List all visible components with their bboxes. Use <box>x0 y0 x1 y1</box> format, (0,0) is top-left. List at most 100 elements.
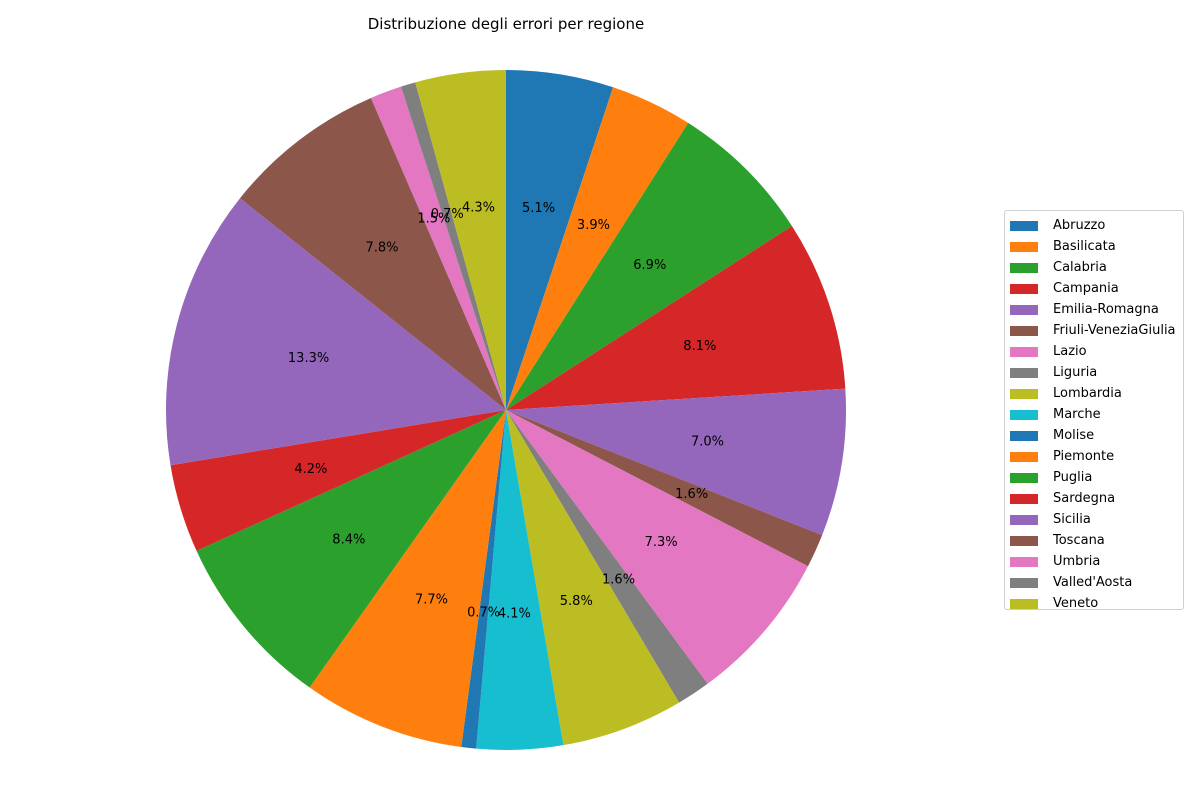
legend-swatch <box>1010 367 1038 378</box>
legend-item: Lombardia <box>1010 383 1183 404</box>
legend-swatch <box>1010 577 1038 588</box>
pie-percent-label: 1.5% <box>417 212 450 227</box>
legend-label: Lombardia <box>1053 386 1122 401</box>
pie-slice-campania <box>506 226 846 410</box>
legend-item: Sicilia <box>1010 509 1183 530</box>
legend-label: Basilicata <box>1053 239 1116 254</box>
legend-swatch <box>1010 430 1038 441</box>
legend-item: Friuli-VeneziaGiulia <box>1010 320 1183 341</box>
legend-swatch <box>1010 556 1038 567</box>
pie-percent-label: 5.1% <box>522 201 555 216</box>
chart-title: Distribuzione degli errori per regione <box>368 15 644 33</box>
pie-slice-calabria <box>506 122 792 411</box>
pie-percent-label: 6.9% <box>633 258 666 273</box>
legend-item: Basilicata <box>1010 236 1183 257</box>
pie-percent-label: 5.8% <box>560 594 593 609</box>
legend-item: Campania <box>1010 278 1183 299</box>
legend-label: Friuli-VeneziaGiulia <box>1053 323 1176 338</box>
legend-swatch <box>1010 262 1038 273</box>
pie-percent-label: 7.8% <box>365 241 398 256</box>
legend-label: Umbria <box>1053 554 1101 569</box>
pie-slice-liguria <box>506 410 708 703</box>
legend-swatch <box>1010 346 1038 357</box>
legend-swatch <box>1010 304 1038 315</box>
pie-percent-label: 7.7% <box>415 592 448 607</box>
legend-label: Lazio <box>1053 344 1087 359</box>
legend-item: Emilia-Romagna <box>1010 299 1183 320</box>
pie-percent-label: 4.1% <box>498 606 531 621</box>
legend-label: Sicilia <box>1053 512 1091 527</box>
pie-slice-veneto <box>415 70 506 410</box>
pie-slice-abruzzo <box>506 70 614 410</box>
legend-label: Sardegna <box>1053 491 1116 506</box>
legend-item: Umbria <box>1010 551 1183 572</box>
pie-percent-label: 3.9% <box>577 218 610 233</box>
legend-swatch <box>1010 472 1038 483</box>
pie-slices <box>166 70 846 750</box>
legend-swatch <box>1010 220 1038 231</box>
legend-label: Veneto <box>1053 596 1099 611</box>
pie-slice-umbria <box>370 86 506 411</box>
legend-item: Lazio <box>1010 341 1183 362</box>
legend-label: Calabria <box>1053 260 1107 275</box>
pie-slice-valled-aosta <box>400 82 506 410</box>
pie-slice-marche <box>476 410 564 750</box>
legend-item: Puglia <box>1010 467 1183 488</box>
legend-swatch <box>1010 493 1038 504</box>
legend-label: Campania <box>1053 281 1119 296</box>
legend-item: Veneto <box>1010 593 1183 614</box>
legend-label: Emilia-Romagna <box>1053 302 1159 317</box>
pie-slice-molise <box>461 410 506 749</box>
legend-swatch <box>1010 598 1038 609</box>
legend-label: Puglia <box>1053 470 1093 485</box>
legend-swatch <box>1010 535 1038 546</box>
legend-label: Valled'Aosta <box>1053 575 1133 590</box>
pie-slice-emilia-romagna <box>506 388 846 536</box>
pie-slice-basilicata <box>506 87 689 410</box>
legend-item: Valled'Aosta <box>1010 572 1183 593</box>
legend-item: Molise <box>1010 425 1183 446</box>
legend-swatch <box>1010 241 1038 252</box>
pie-percent-label: 4.3% <box>462 200 495 215</box>
legend-label: Piemonte <box>1053 449 1115 464</box>
legend-item: Calabria <box>1010 257 1183 278</box>
legend-label: Liguria <box>1053 365 1098 380</box>
pie-slice-sicilia <box>166 198 506 466</box>
legend-swatch <box>1010 388 1038 399</box>
pie-percent-label: 7.0% <box>691 434 724 449</box>
legend-label: Toscana <box>1053 533 1105 548</box>
legend-item: Toscana <box>1010 530 1183 551</box>
pie-percent-label: 1.6% <box>602 573 635 588</box>
legend-swatch <box>1010 283 1038 294</box>
pie-slice-puglia <box>196 410 506 688</box>
pie-slice-lazio <box>506 410 808 684</box>
pie-slice-toscana <box>239 97 506 410</box>
pie-percent-label: 4.2% <box>294 462 327 477</box>
pie-percent-label: 0.7% <box>431 207 464 222</box>
legend-label: Molise <box>1053 428 1095 443</box>
legend-item: Sardegna <box>1010 488 1183 509</box>
legend-item: Marche <box>1010 404 1183 425</box>
legend-label: Marche <box>1053 407 1101 422</box>
legend-item: Abruzzo <box>1010 215 1183 236</box>
legend-item: Liguria <box>1010 362 1183 383</box>
legend-swatch <box>1010 325 1038 336</box>
legend: Abruzzo Basilicata Calabria Campania Emilia-… <box>1004 210 1184 611</box>
pie-percent-label: 13.3% <box>288 351 329 366</box>
legend-swatch <box>1010 409 1038 420</box>
pie-percent-label: 8.1% <box>683 339 716 354</box>
pie-percent-label: 7.3% <box>645 535 678 550</box>
legend-item: Piemonte <box>1010 446 1183 467</box>
pie-slice-friuli-veneziagiulia <box>506 410 823 567</box>
pie-percent-label: 0.7% <box>467 605 500 620</box>
pie-slice-piemonte <box>309 410 506 748</box>
pie-percent-label: 1.6% <box>675 487 708 502</box>
legend-swatch <box>1010 451 1038 462</box>
pie-percent-labels: 5.1% 3.9% 6.9% 8.1% 7.0% 1.6% 7.3% 1.6% 5.8% 4.1%… <box>288 200 724 621</box>
legend-label: Abruzzo <box>1053 218 1106 233</box>
pie-percent-label: 8.4% <box>332 533 365 548</box>
pie-slice-lombardia <box>506 410 680 746</box>
pie-slice-sardegna <box>170 410 506 551</box>
legend-swatch <box>1010 514 1038 525</box>
